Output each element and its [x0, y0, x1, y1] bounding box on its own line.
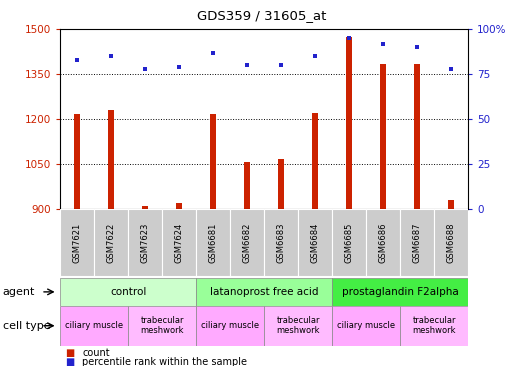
- Bar: [332, 306, 400, 346]
- Bar: [196, 209, 230, 276]
- Bar: [264, 209, 298, 276]
- Text: ciliary muscle: ciliary muscle: [337, 321, 395, 330]
- Bar: [400, 306, 468, 346]
- Bar: [210, 115, 216, 209]
- Text: trabecular
meshwork: trabecular meshwork: [140, 316, 184, 336]
- Bar: [312, 113, 318, 209]
- Bar: [434, 209, 468, 276]
- Point: [345, 36, 354, 41]
- Bar: [142, 206, 148, 209]
- Bar: [128, 306, 196, 346]
- Bar: [298, 209, 332, 276]
- Text: ciliary muscle: ciliary muscle: [201, 321, 259, 330]
- Text: trabecular
meshwork: trabecular meshwork: [412, 316, 456, 336]
- Bar: [400, 209, 434, 276]
- Text: prostaglandin F2alpha: prostaglandin F2alpha: [342, 287, 459, 297]
- Bar: [264, 306, 332, 346]
- Bar: [332, 278, 468, 306]
- Text: count: count: [82, 348, 110, 358]
- Bar: [176, 203, 182, 209]
- Bar: [448, 200, 454, 209]
- Point: [141, 66, 150, 72]
- Text: GSM6681: GSM6681: [209, 222, 218, 263]
- Text: agent: agent: [3, 287, 35, 297]
- Bar: [162, 209, 196, 276]
- Bar: [128, 209, 162, 276]
- Text: GDS359 / 31605_at: GDS359 / 31605_at: [197, 9, 326, 22]
- Text: percentile rank within the sample: percentile rank within the sample: [82, 357, 247, 366]
- Bar: [60, 209, 94, 276]
- Text: ciliary muscle: ciliary muscle: [65, 321, 123, 330]
- Point: [413, 44, 422, 50]
- Point: [73, 57, 82, 63]
- Point: [243, 62, 252, 68]
- Text: GSM6684: GSM6684: [311, 222, 320, 263]
- Bar: [244, 162, 250, 209]
- Bar: [60, 306, 128, 346]
- Text: GSM6682: GSM6682: [243, 222, 252, 263]
- Point: [277, 62, 286, 68]
- Point: [311, 53, 320, 59]
- Bar: [366, 209, 400, 276]
- Bar: [414, 64, 420, 209]
- Bar: [108, 110, 114, 209]
- Text: control: control: [110, 287, 146, 297]
- Text: GSM6685: GSM6685: [345, 222, 354, 263]
- Text: trabecular
meshwork: trabecular meshwork: [276, 316, 320, 336]
- Text: GSM7624: GSM7624: [175, 223, 184, 262]
- Text: GSM6683: GSM6683: [277, 222, 286, 263]
- Bar: [380, 64, 386, 209]
- Point: [107, 53, 116, 59]
- Bar: [74, 115, 80, 209]
- Text: ■: ■: [65, 357, 75, 366]
- Text: GSM6686: GSM6686: [379, 222, 388, 263]
- Bar: [278, 159, 284, 209]
- Text: GSM7621: GSM7621: [73, 223, 82, 262]
- Bar: [332, 209, 366, 276]
- Bar: [230, 209, 264, 276]
- Bar: [346, 37, 352, 209]
- Bar: [196, 306, 264, 346]
- Text: GSM7622: GSM7622: [107, 223, 116, 262]
- Text: latanoprost free acid: latanoprost free acid: [210, 287, 319, 297]
- Point: [447, 66, 456, 72]
- Bar: [60, 278, 196, 306]
- Point: [209, 50, 218, 56]
- Text: GSM6688: GSM6688: [447, 222, 456, 263]
- Text: GSM7623: GSM7623: [141, 222, 150, 263]
- Bar: [196, 278, 332, 306]
- Bar: [94, 209, 128, 276]
- Point: [175, 64, 184, 70]
- Point: [379, 41, 388, 46]
- Text: GSM6687: GSM6687: [413, 222, 422, 263]
- Text: ■: ■: [65, 348, 75, 358]
- Text: cell type: cell type: [3, 321, 50, 331]
